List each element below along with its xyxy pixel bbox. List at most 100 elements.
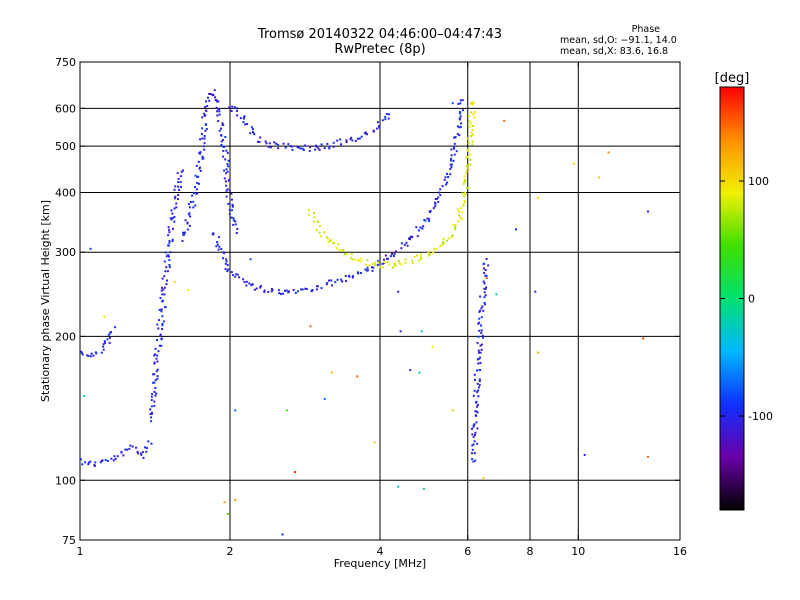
data-point xyxy=(466,167,469,170)
data-point xyxy=(160,289,163,292)
data-point xyxy=(227,165,230,168)
data-point xyxy=(259,285,262,288)
data-point xyxy=(357,259,360,262)
data-point xyxy=(165,283,168,286)
data-point xyxy=(477,322,480,325)
data-point xyxy=(187,213,190,216)
data-point xyxy=(161,323,164,325)
data-point xyxy=(163,293,166,296)
data-point xyxy=(480,329,483,332)
data-point xyxy=(79,458,82,461)
data-point xyxy=(163,286,166,289)
data-point xyxy=(169,217,172,220)
data-point xyxy=(217,236,220,239)
data-point xyxy=(480,307,483,310)
data-point xyxy=(344,275,347,277)
data-point xyxy=(470,135,473,137)
data-point xyxy=(454,223,457,226)
data-point xyxy=(469,153,472,156)
data-point xyxy=(131,445,134,448)
x-tick-label: 4 xyxy=(377,545,384,558)
data-point xyxy=(207,96,209,99)
data-point xyxy=(150,416,153,419)
data-point xyxy=(216,243,219,246)
data-point xyxy=(198,151,201,154)
data-point xyxy=(157,327,160,330)
data-point xyxy=(458,117,461,120)
data-point xyxy=(478,310,481,313)
data-point xyxy=(358,137,361,140)
data-point xyxy=(220,140,223,143)
data-point xyxy=(418,371,421,374)
data-point xyxy=(457,208,460,211)
data-point xyxy=(155,370,158,373)
data-point xyxy=(217,100,220,103)
data-point xyxy=(164,306,167,308)
data-point xyxy=(341,280,344,283)
data-point xyxy=(642,337,645,340)
data-point xyxy=(275,142,278,145)
data-point xyxy=(472,460,475,463)
data-point xyxy=(107,333,110,336)
data-point xyxy=(222,251,225,254)
data-point xyxy=(248,282,251,285)
data-point xyxy=(150,395,153,398)
data-point xyxy=(477,389,480,392)
data-point xyxy=(227,159,230,162)
data-point xyxy=(583,453,586,456)
data-point xyxy=(356,271,359,274)
data-point xyxy=(482,477,485,480)
data-point xyxy=(187,203,190,206)
data-point xyxy=(478,329,481,332)
data-point xyxy=(354,139,357,142)
data-point xyxy=(442,241,445,244)
data-point xyxy=(397,290,400,293)
data-point xyxy=(432,207,435,210)
data-point xyxy=(124,448,127,451)
data-point xyxy=(372,266,375,269)
data-point xyxy=(172,227,174,230)
data-point xyxy=(201,155,204,158)
data-point xyxy=(479,351,482,354)
data-point xyxy=(376,121,379,124)
data-point xyxy=(485,258,488,260)
data-point xyxy=(473,440,476,443)
data-point xyxy=(166,270,169,273)
data-point xyxy=(259,286,262,289)
data-point xyxy=(482,280,485,283)
data-point xyxy=(234,409,237,412)
data-point xyxy=(175,202,178,205)
data-point xyxy=(94,461,97,464)
data-point xyxy=(315,145,318,148)
data-point xyxy=(357,137,359,140)
data-points xyxy=(79,89,649,536)
data-point xyxy=(354,258,357,261)
data-point xyxy=(368,264,371,267)
data-point xyxy=(235,232,238,234)
data-point xyxy=(477,395,480,398)
x-tick-label: 2 xyxy=(227,545,234,558)
data-point xyxy=(374,261,376,264)
plot-area: 1 2 4 6 8 10 16 75 100 200 300 400 500 600 750 Frequenc… xyxy=(39,56,687,570)
data-point xyxy=(385,113,388,115)
data-point xyxy=(331,284,333,287)
data-point xyxy=(83,395,86,398)
data-point xyxy=(163,275,166,278)
data-point xyxy=(467,164,470,167)
data-point xyxy=(218,245,221,248)
data-point xyxy=(160,308,163,311)
data-point xyxy=(177,185,180,188)
data-point xyxy=(451,409,454,412)
data-point xyxy=(186,221,189,224)
data-point xyxy=(452,159,455,162)
x-tick-label: 8 xyxy=(527,545,534,558)
data-point xyxy=(392,255,395,257)
data-point xyxy=(226,151,229,154)
data-point xyxy=(408,236,411,239)
data-point xyxy=(483,282,486,285)
data-point xyxy=(164,251,167,254)
data-point xyxy=(156,368,159,371)
data-point xyxy=(140,452,143,455)
data-point xyxy=(92,354,95,357)
data-point xyxy=(294,291,297,294)
